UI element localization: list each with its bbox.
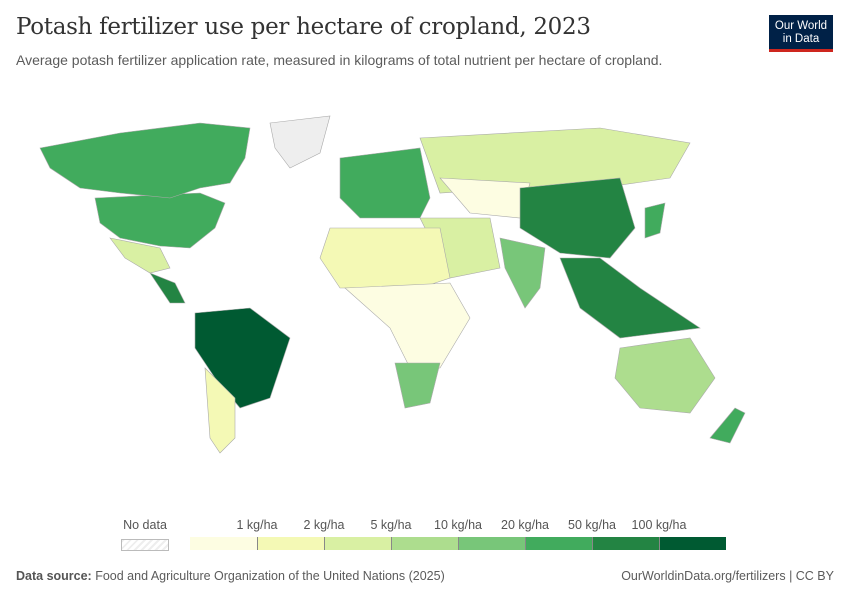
legend-bin-label: 10 kg/ha: [434, 518, 482, 532]
legend-swatch[interactable]: [324, 537, 391, 550]
legend-bin-label: 20 kg/ha: [501, 518, 549, 532]
country-region[interactable]: [39, 122, 251, 199]
legend-bin-label: 100 kg/ha: [631, 518, 687, 532]
country-region[interactable]: [94, 192, 226, 249]
country-region[interactable]: [614, 337, 716, 414]
country-region[interactable]: [439, 177, 531, 219]
legend-swatch[interactable]: [257, 537, 324, 550]
legend-no-data-label: No data: [123, 518, 167, 532]
country-region[interactable]: [269, 115, 331, 169]
country-region[interactable]: [499, 237, 546, 309]
legend-no-data-swatch: [121, 539, 169, 551]
legend-swatch[interactable]: [592, 537, 659, 550]
owid-logo[interactable]: Our World in Data: [769, 15, 833, 52]
legend-swatch[interactable]: [659, 537, 726, 550]
chart-title: Potash fertilizer use per hectare of cro…: [16, 14, 591, 40]
chart-subtitle: Average potash fertilizer application ra…: [16, 52, 663, 68]
legend-bin-label: 2 kg/ha: [303, 518, 345, 532]
country-region[interactable]: [149, 272, 186, 304]
country-region[interactable]: [339, 147, 431, 219]
country-region[interactable]: [394, 362, 441, 409]
country-region[interactable]: [109, 237, 171, 274]
source-label: Data source:: [16, 569, 92, 583]
country-region[interactable]: [519, 177, 636, 259]
source-text: Food and Agriculture Organization of the…: [95, 569, 445, 583]
world-map: [39, 115, 746, 454]
logo-line-1: Our World: [774, 20, 828, 32]
data-source: Data source: Food and Agriculture Organi…: [16, 569, 445, 583]
legend-bin-label: 1 kg/ha: [236, 518, 278, 532]
country-region[interactable]: [204, 367, 236, 454]
legend-swatch[interactable]: [391, 537, 458, 550]
country-region[interactable]: [644, 202, 666, 239]
legend-bin-label: 5 kg/ha: [370, 518, 412, 532]
legend-bin-label: 50 kg/ha: [568, 518, 616, 532]
country-region[interactable]: [709, 407, 746, 444]
country-region[interactable]: [559, 257, 701, 339]
country-region[interactable]: [319, 227, 451, 289]
footer-link[interactable]: OurWorldinData.org/fertilizers | CC BY: [621, 569, 834, 583]
country-region[interactable]: [194, 307, 291, 409]
legend: No data 1 kg/ha 2 kg/ha 5 kg/ha 10 kg/ha 20 …: [0, 515, 850, 555]
logo-line-2: in Data: [782, 33, 820, 45]
legend-swatch[interactable]: [525, 537, 592, 550]
legend-swatch[interactable]: [190, 537, 257, 550]
legend-swatch[interactable]: [458, 537, 525, 550]
country-region[interactable]: [344, 282, 471, 369]
